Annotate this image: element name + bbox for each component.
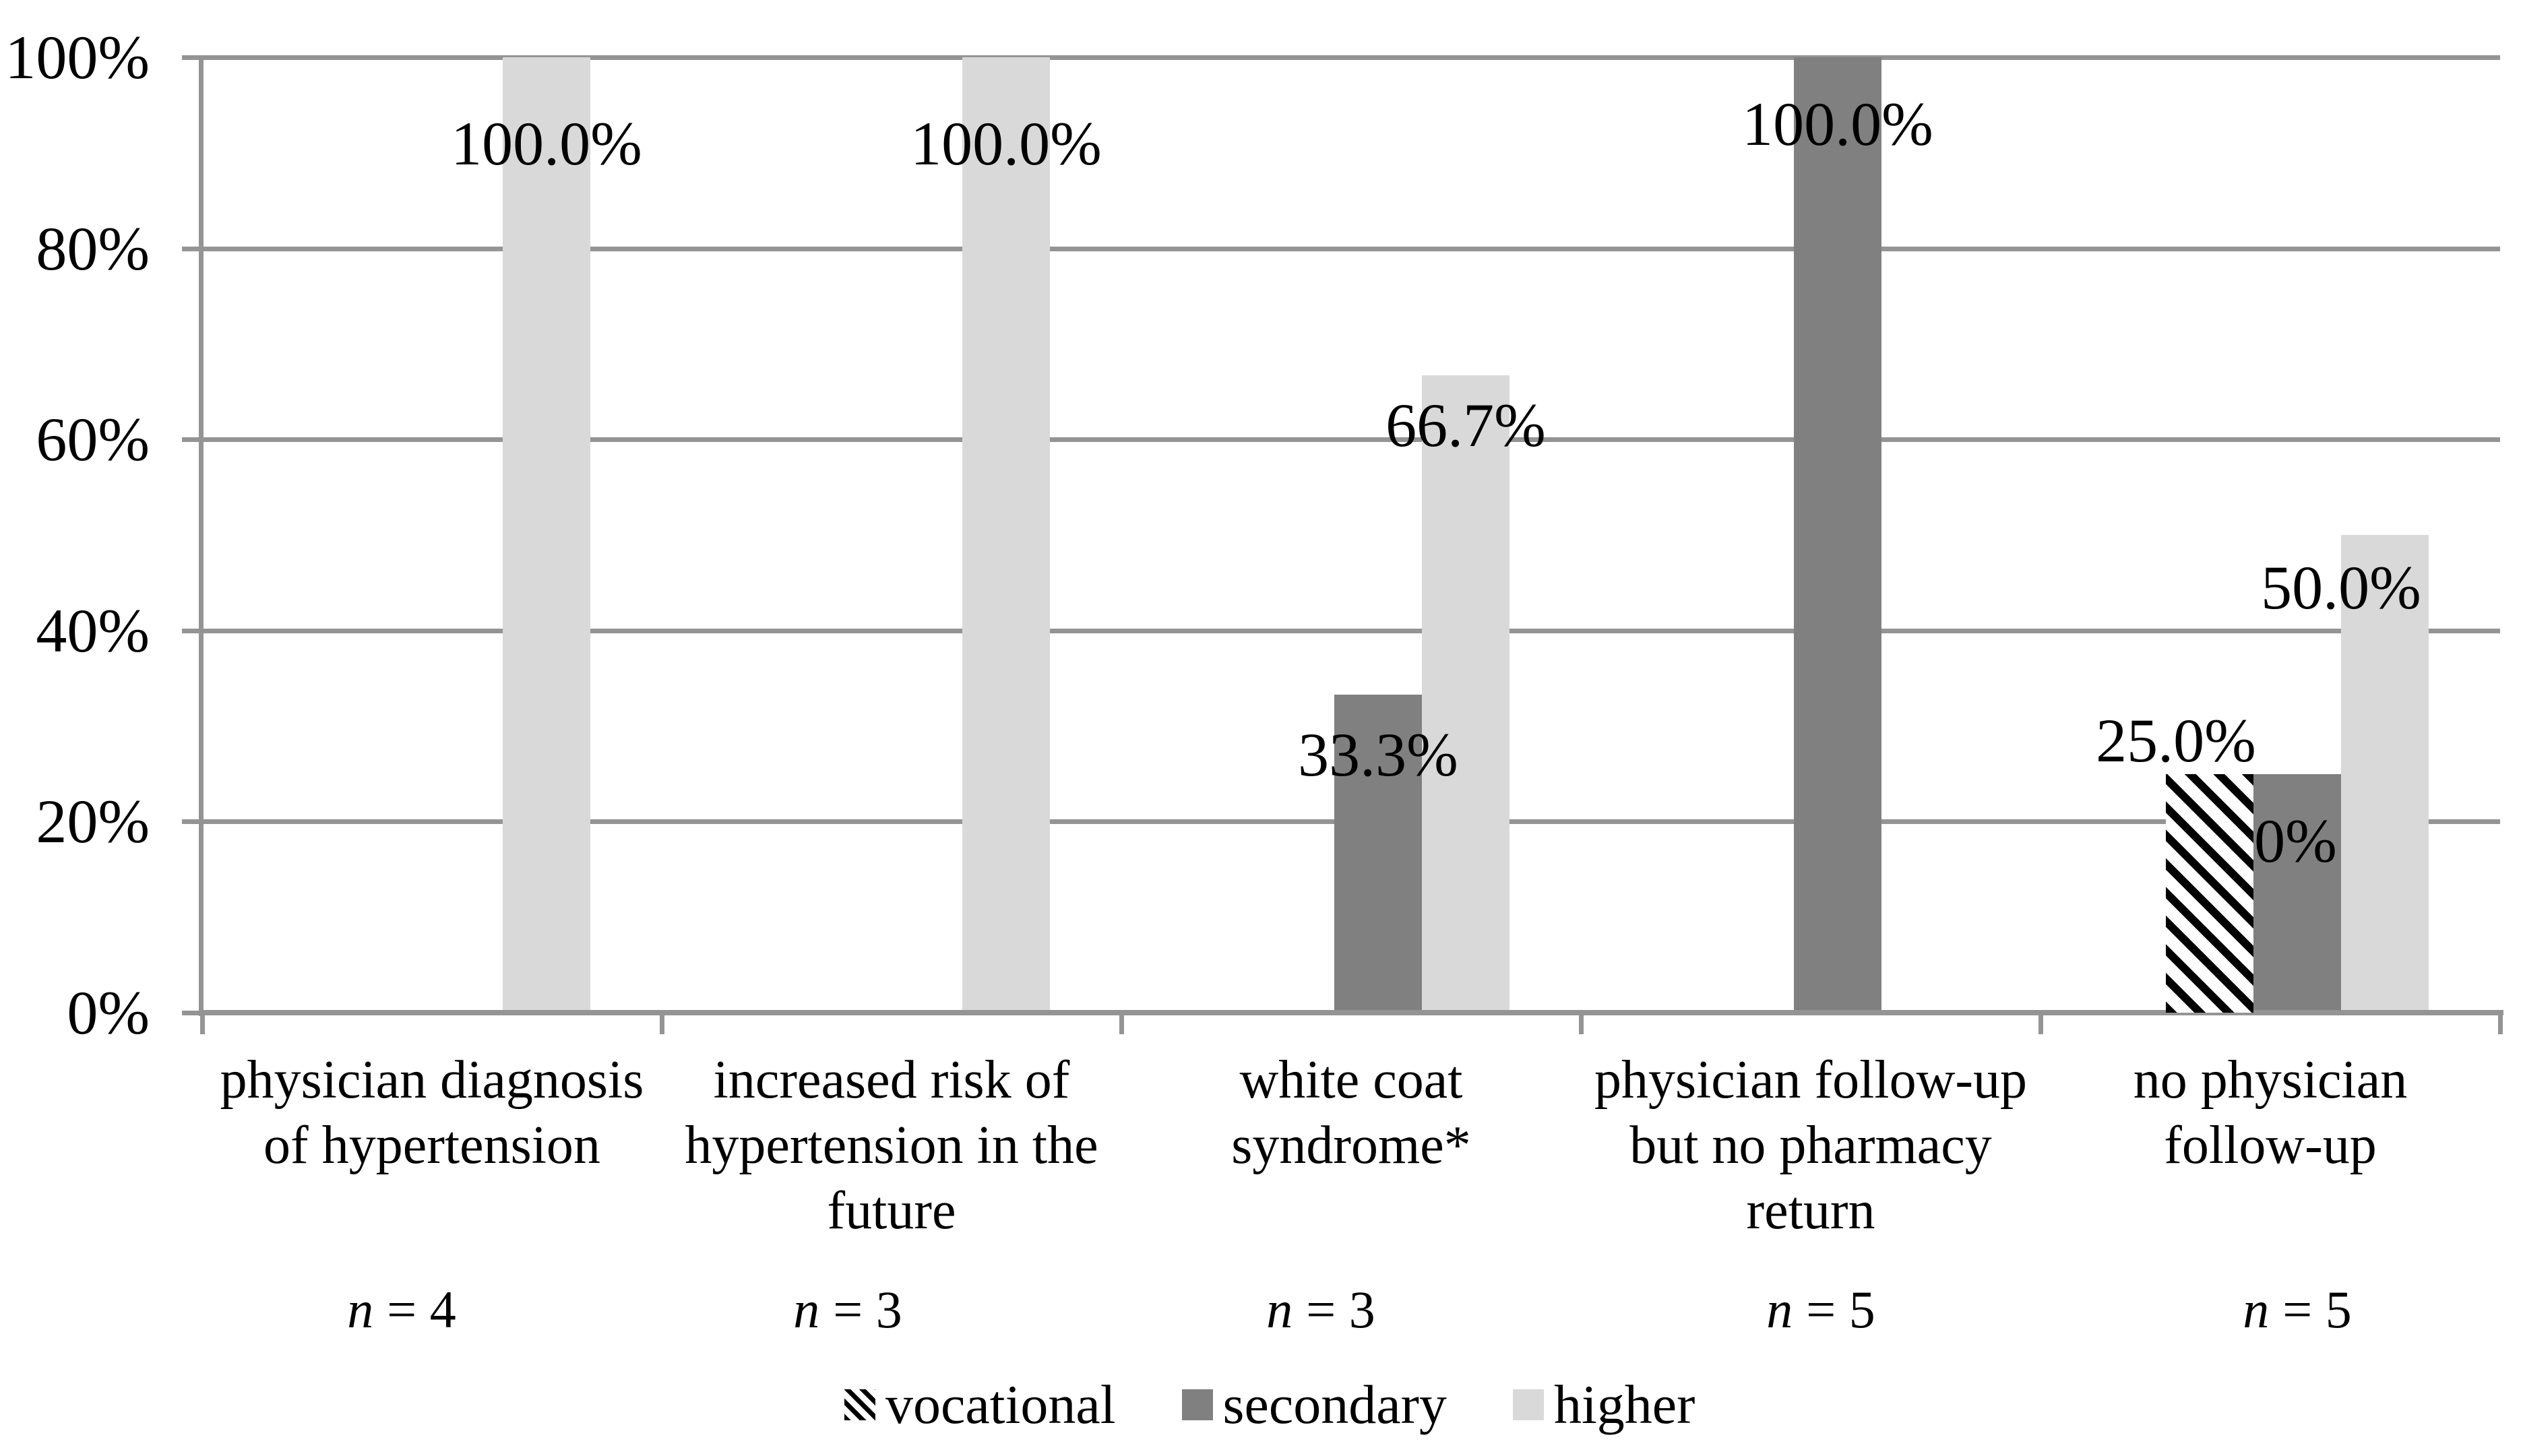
bar-vocational-4 bbox=[2166, 773, 2253, 1013]
y-tick-label: 40% bbox=[36, 596, 150, 665]
bar-secondary-3 bbox=[1794, 57, 1881, 1013]
n-label-value: = 5 bbox=[1806, 1280, 1875, 1339]
category-label-4: no physician follow-up bbox=[2027, 1048, 2514, 1178]
category-label-line: increased risk of bbox=[713, 1050, 1070, 1110]
n-label-value: = 4 bbox=[387, 1280, 456, 1339]
data-label-secondary-2: 33.3% bbox=[1298, 720, 1458, 790]
y-tick-label: 0% bbox=[67, 978, 150, 1047]
category-label-line: physician follow-up bbox=[1594, 1050, 2028, 1110]
y-axis-tick bbox=[182, 246, 202, 251]
bar-higher-4 bbox=[2341, 535, 2429, 1013]
n-label-value: = 5 bbox=[2282, 1280, 2352, 1339]
n-label-value: = 3 bbox=[833, 1280, 902, 1339]
category-label-line: syndrome* bbox=[1231, 1116, 1471, 1175]
gridline-60 bbox=[202, 437, 2500, 443]
data-label-secondary-3: 100.0% bbox=[1742, 90, 1933, 159]
x-axis-tick bbox=[200, 1013, 205, 1034]
legend-label-secondary: secondary bbox=[1222, 1374, 1447, 1435]
data-label-secondary-4: 25.0% bbox=[2177, 806, 2337, 875]
category-label-2: white coat syndrome* bbox=[1108, 1048, 1594, 1178]
category-label-line: no physician bbox=[2133, 1050, 2408, 1110]
y-axis-tick bbox=[182, 819, 202, 825]
y-axis-line bbox=[199, 55, 204, 1016]
n-label-variable: n bbox=[2243, 1280, 2270, 1339]
y-axis-tick bbox=[182, 437, 202, 443]
data-label-higher-0: 100.0% bbox=[451, 108, 642, 178]
y-tick-label: 60% bbox=[36, 405, 150, 474]
category-label-line: white coat bbox=[1239, 1050, 1463, 1110]
data-label-vocational-4: 25.0% bbox=[2096, 705, 2256, 775]
category-label-line: hypertension in the bbox=[685, 1116, 1098, 1175]
legend-entry-higher: higher bbox=[1512, 1373, 1695, 1436]
n-label-0: n = 4 bbox=[260, 1281, 543, 1338]
n-label-variable: n bbox=[1766, 1280, 1793, 1339]
bar-secondary-2 bbox=[1334, 694, 1422, 1013]
legend-label-higher: higher bbox=[1553, 1374, 1695, 1435]
legend-swatch-vocational-icon bbox=[844, 1389, 875, 1420]
gridline-100 bbox=[202, 55, 2500, 60]
category-label-0: physician diagnosis of hypertension bbox=[189, 1048, 675, 1178]
x-axis-tick bbox=[2038, 1013, 2043, 1034]
category-label-line: follow-up bbox=[2164, 1116, 2377, 1175]
n-label-3: n = 5 bbox=[1679, 1281, 1962, 1338]
category-label-3: physician follow-up but no pharmacy return bbox=[1567, 1048, 2054, 1244]
category-label-1: increased risk of hypertension in the futu… bbox=[648, 1048, 1135, 1244]
bar-higher-1 bbox=[962, 57, 1050, 1013]
category-label-line: return bbox=[1746, 1181, 1875, 1240]
x-axis-tick bbox=[2498, 1013, 2503, 1034]
x-axis-tick bbox=[660, 1013, 664, 1034]
category-label-line: of hypertension bbox=[263, 1116, 600, 1175]
x-axis-tick bbox=[1579, 1013, 1584, 1034]
data-label-higher-1: 100.0% bbox=[910, 108, 1102, 178]
category-label-line: future bbox=[827, 1181, 956, 1240]
y-axis-tick bbox=[182, 1011, 202, 1015]
n-label-variable: n bbox=[1266, 1280, 1293, 1339]
n-label-value: = 3 bbox=[1306, 1280, 1375, 1339]
data-label-higher-2: 66.7% bbox=[1385, 390, 1546, 460]
data-label-higher-4: 50.0% bbox=[2261, 552, 2421, 622]
legend-swatch-secondary-icon bbox=[1181, 1389, 1213, 1420]
bar-higher-0 bbox=[503, 57, 590, 1013]
x-axis-line bbox=[199, 1010, 2503, 1015]
legend-label-vocational: vocational bbox=[885, 1374, 1116, 1435]
n-label-1: n = 3 bbox=[706, 1281, 989, 1338]
n-label-variable: n bbox=[347, 1280, 374, 1339]
category-label-line: but no pharmacy bbox=[1629, 1116, 1992, 1175]
bar-secondary-4 bbox=[2253, 773, 2341, 1013]
legend-swatch-higher-icon bbox=[1512, 1389, 1544, 1420]
n-label-4: n = 5 bbox=[2156, 1281, 2439, 1338]
gridline-80 bbox=[202, 246, 2500, 251]
y-axis-tick bbox=[182, 55, 202, 60]
legend-entry-vocational: vocational bbox=[844, 1373, 1116, 1436]
n-label-variable: n bbox=[793, 1280, 820, 1339]
y-tick-label: 80% bbox=[36, 214, 150, 283]
y-axis-tick bbox=[182, 628, 202, 633]
x-axis-tick bbox=[1119, 1013, 1124, 1034]
gridline-40 bbox=[202, 628, 2500, 633]
y-tick-label: 20% bbox=[36, 787, 150, 856]
legend-entry-secondary: secondary bbox=[1181, 1373, 1447, 1436]
n-label-2: n = 3 bbox=[1179, 1281, 1462, 1338]
legend: vocational secondary higher bbox=[844, 1373, 1695, 1436]
category-label-line: physician diagnosis bbox=[220, 1050, 644, 1110]
bar-higher-2 bbox=[1422, 375, 1509, 1013]
y-tick-label: 100% bbox=[5, 23, 150, 92]
